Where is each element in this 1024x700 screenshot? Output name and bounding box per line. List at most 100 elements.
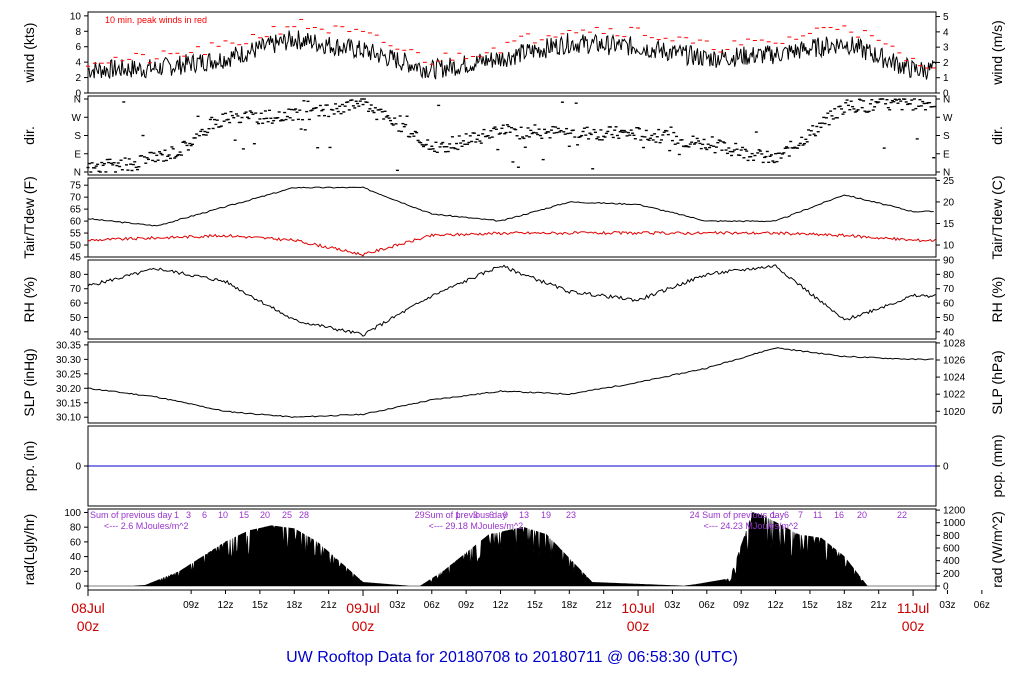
y-tick-label: 60 [70, 299, 82, 310]
hour-mark-label: 11 [813, 510, 822, 520]
dewpoint-line [87, 230, 936, 257]
y-tick-label-right: S [943, 131, 950, 142]
y-tick-label: 10 [70, 11, 82, 22]
hour-mark-label: 10 [218, 510, 228, 520]
date-time-label: 00z [77, 618, 100, 634]
y-tick-label-right: 1 [943, 73, 949, 84]
y-tick-label: S [74, 131, 81, 142]
y-tick-label-right: 90 [943, 256, 955, 267]
y-tick-label: 2 [75, 73, 81, 84]
y-tick-label-right: 200 [943, 569, 960, 580]
y-tick-label: W [72, 113, 82, 124]
hour-mark-label: 1 [455, 510, 460, 520]
panel-dir: dir. dir.N NE ES SW WN N [21, 95, 1005, 179]
y-axis-label-right: Tair/Tdew (C) [989, 175, 1005, 259]
y-axis-label: rad(Lgly/hr) [21, 514, 37, 586]
x-tick-label: 03z [664, 600, 680, 611]
time-axis: 09z 12z 15z 18z 21z 03z 06z 09z 12z 15z 18z 21z 03z 0… [71, 590, 990, 634]
y-tick-label-right: 15 [943, 219, 955, 230]
peak-wind-marks [86, 18, 936, 69]
x-tick-label: 12z [217, 600, 233, 611]
panel-frame [87, 177, 937, 258]
air-temperature-line [87, 186, 934, 227]
y-tick-label-right: 40 [943, 327, 955, 338]
x-tick-label: 15z [527, 600, 543, 611]
footer-title: UW Rooftop Data for 20180708 to 20180711… [0, 649, 1024, 667]
hour-mark-label: 19 [541, 510, 551, 520]
direction-points [86, 98, 937, 173]
y-tick-label-right: 1026 [943, 356, 966, 367]
y-tick-label-right: N [943, 168, 950, 179]
panel-frame [87, 341, 937, 424]
y-tick-label: 60 [70, 217, 82, 228]
panel-frame [87, 508, 937, 591]
x-tick-label: 09z [183, 600, 199, 611]
y-axis-label: pcp. (in) [21, 441, 37, 492]
panel-frame [87, 11, 937, 94]
y-tick-label-right: 0 [943, 582, 949, 593]
panel-frame [87, 259, 937, 340]
y-tick-label-right: 400 [943, 556, 960, 567]
y-tick-label-right: 60 [943, 299, 955, 310]
y-tick-label-right: 25 [943, 176, 955, 187]
daily-sum-heading: Sum of previous day [90, 510, 173, 520]
x-tick-label: 03z [389, 600, 405, 611]
radiation-area [88, 512, 936, 587]
y-tick-label-right: 0 [943, 89, 949, 100]
radiation-daily-note: Sum of previous day<--- 2.6 MJoules/m^2 [90, 510, 189, 531]
y-tick-label: 80 [70, 523, 82, 534]
y-tick-label: 4 [75, 58, 81, 69]
y-tick-label-right: 20 [943, 197, 955, 208]
y-axis-label: Tair/Tdew (F) [21, 176, 37, 258]
y-tick-label: 30.10 [56, 413, 81, 424]
x-tick-label: 09z [733, 600, 749, 611]
x-tick-label: 21z [321, 600, 337, 611]
footer-time: @ 06:58:30 [606, 649, 690, 666]
y-tick-label: 40 [70, 552, 82, 563]
hour-mark-label: 23 [566, 510, 576, 520]
y-axis-label-right: RH (%) [989, 277, 1005, 323]
daily-sum-value: <--- 24.23 MJoules/m^2 [704, 521, 799, 531]
y-tick-label-right: 1000 [943, 518, 966, 529]
hour-mark-label: 1 [174, 510, 179, 520]
y-tick-label: 30.30 [56, 355, 81, 366]
panel-rad: rad(Lgly/hr) rad (W/m^2)02040608010002004… [21, 506, 1005, 593]
y-tick-label-right: 1020 [943, 407, 966, 418]
x-tick-label: 15z [802, 600, 818, 611]
hour-mark-label: 13 [519, 510, 529, 520]
date-label: 09Jul [346, 600, 379, 616]
date-label: 10Jul [621, 600, 654, 616]
humidity-line [87, 264, 936, 337]
footer-to: to [514, 649, 529, 666]
y-tick-label-right: N [943, 95, 950, 106]
x-tick-label: 06z [424, 600, 440, 611]
panel-pcp: pcp. (in) pcp. (mm) 0 0 [21, 425, 1005, 507]
y-tick-label: N [74, 95, 81, 106]
y-tick-label-right: 800 [943, 531, 960, 542]
hour-mark-label: 9 [503, 510, 508, 520]
panel-slp: SLP (inHg) SLP (hPa) 30.10 30.15 30.20 30.25 3… [21, 338, 1005, 423]
x-tick-label: 12z [768, 600, 784, 611]
daily-sum-heading: 24 Sum of previous day [690, 510, 785, 520]
y-axis-label-right: rad (W/m^2) [989, 511, 1005, 588]
y-tick-label: E [74, 149, 81, 160]
y-tick-label: 30.15 [56, 398, 81, 409]
y-tick-label: 6 [75, 42, 81, 53]
y-axis-label-right: wind (m/s) [989, 20, 1005, 86]
pressure-line [88, 347, 934, 419]
date-label: 08Jul [71, 600, 104, 616]
date-label: 11Jul [897, 600, 929, 616]
y-tick-label: 80 [70, 270, 82, 281]
date-time-label: 00z [902, 618, 925, 634]
date-time-label: 00z [627, 618, 650, 634]
y-tick-label: 100 [64, 508, 81, 519]
hour-mark-label: 6 [784, 510, 789, 520]
hour-mark-label: 15 [239, 510, 249, 520]
x-tick-label: 18z [561, 600, 577, 611]
y-tick-label-right: 1028 [943, 338, 966, 349]
y-tick-label-right: 600 [943, 544, 960, 555]
footer-prefix: UW Rooftop Data for [286, 649, 435, 666]
hour-mark-label: 6 [202, 510, 207, 520]
y-axis-label: RH (%) [21, 277, 37, 323]
x-tick-label: 06z [699, 600, 715, 611]
